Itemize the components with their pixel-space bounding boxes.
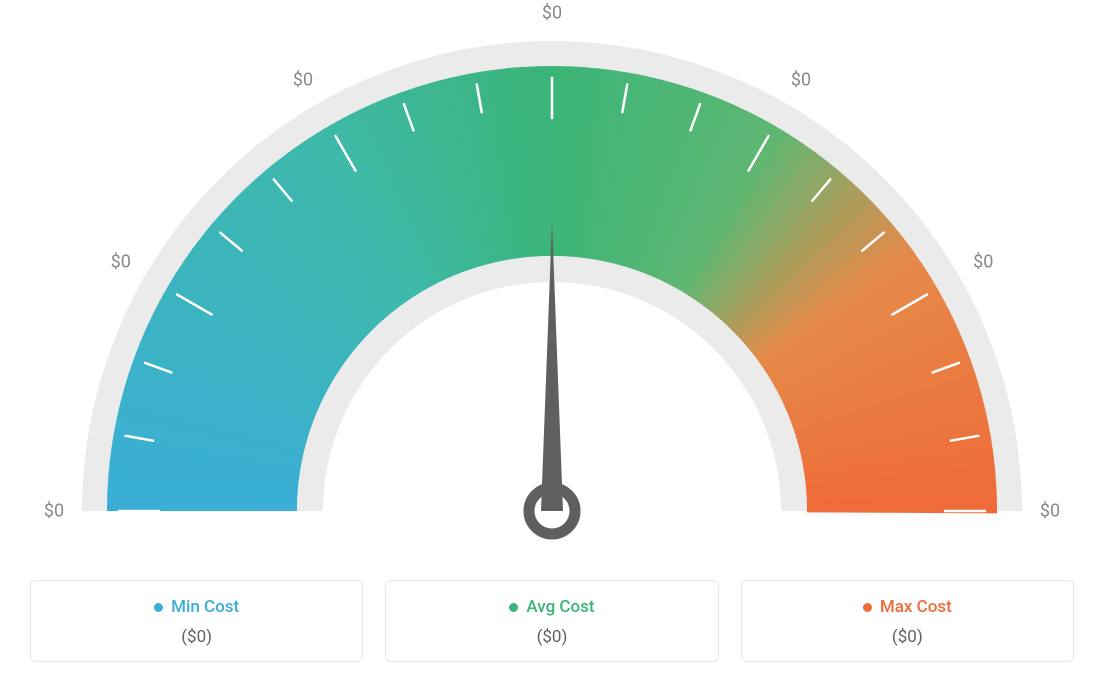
legend-card-avg: Avg Cost ($0) xyxy=(385,580,718,662)
gauge-svg xyxy=(0,0,1104,560)
legend-value-max: ($0) xyxy=(752,627,1063,647)
legend-label-max: Max Cost xyxy=(880,597,952,617)
legend-row: Min Cost ($0) Avg Cost ($0) Max Cost ($0… xyxy=(30,580,1074,662)
gauge-tick-label: $0 xyxy=(44,501,64,522)
legend-card-max: Max Cost ($0) xyxy=(741,580,1074,662)
legend-dot-avg xyxy=(509,603,518,612)
legend-dot-max xyxy=(863,603,872,612)
gauge-tick-label: $0 xyxy=(1040,501,1060,522)
legend-value-avg: ($0) xyxy=(396,627,707,647)
gauge-tick-label: $0 xyxy=(111,252,131,273)
legend-card-min: Min Cost ($0) xyxy=(30,580,363,662)
gauge-tick-label: $0 xyxy=(973,252,993,273)
legend-label-avg: Avg Cost xyxy=(526,597,594,617)
legend-value-min: ($0) xyxy=(41,627,352,647)
gauge-tick-label: $0 xyxy=(791,69,811,90)
gauge-tick-label: $0 xyxy=(542,3,562,24)
cost-gauge: $0 $0 $0 $0 $0 $0 $0 xyxy=(0,0,1104,560)
legend-dot-min xyxy=(154,603,163,612)
gauge-tick-label: $0 xyxy=(293,69,313,90)
legend-label-min: Min Cost xyxy=(171,597,239,617)
